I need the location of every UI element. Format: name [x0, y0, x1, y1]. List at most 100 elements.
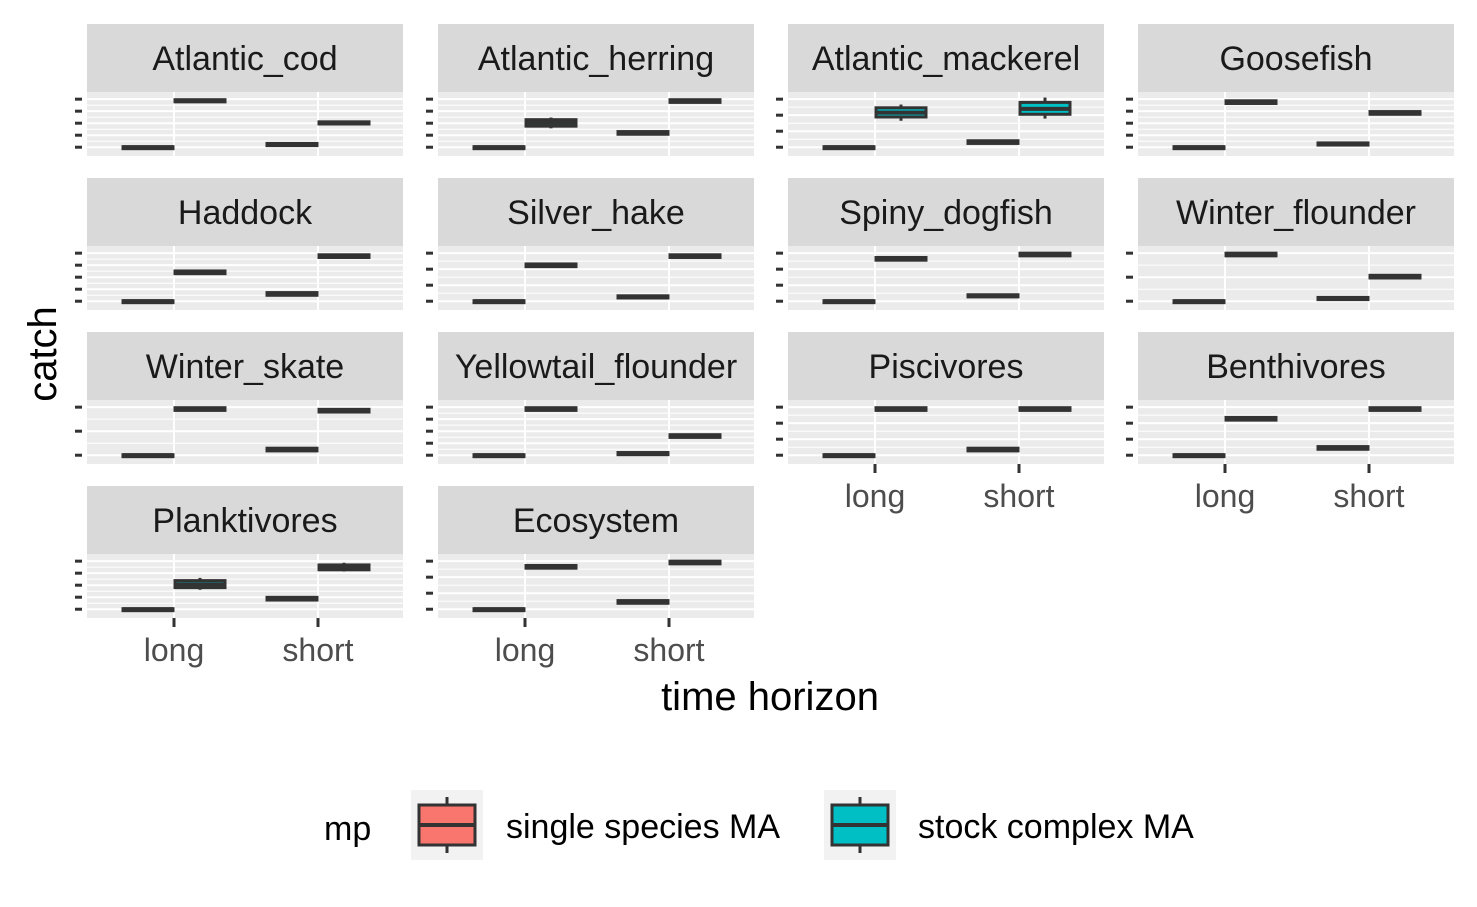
- facet-strip: [438, 332, 754, 400]
- x-tick-label-short: short: [983, 478, 1054, 514]
- box-short-single-species: [616, 451, 670, 457]
- facet-strip-label: Haddock: [178, 194, 313, 232]
- legend-label-single-species: single species MA: [506, 808, 780, 846]
- box-short-single-species: [1316, 295, 1370, 302]
- box-short-stock-complex: [1018, 406, 1072, 412]
- facet-strip: [788, 24, 1104, 92]
- facet-panel: Yellowtail_flounder: [426, 332, 754, 464]
- box-short-single-species: [265, 595, 319, 602]
- box-long-single-species: [121, 145, 175, 151]
- box-short-stock-complex: [668, 433, 722, 439]
- box-short-single-species: [1316, 141, 1370, 147]
- x-tick-label-long: long: [845, 478, 906, 514]
- box-short-single-species: [616, 294, 670, 300]
- facet-strip: [788, 178, 1104, 246]
- facet-strip-label: Planktivores: [152, 502, 337, 540]
- box-short-stock-complex: [317, 562, 371, 572]
- box-long-stock-complex: [874, 406, 928, 412]
- facet-strip: [1138, 332, 1454, 400]
- box-short-stock-complex: [317, 120, 371, 126]
- box-long-single-species: [472, 607, 526, 613]
- box-long-single-species: [472, 453, 526, 459]
- facet-panel: Haddock: [75, 178, 403, 310]
- box-short-stock-complex: [317, 253, 371, 259]
- box-long-single-species: [121, 299, 175, 305]
- facet-strip: [87, 332, 403, 400]
- box-short-single-species: [265, 446, 319, 453]
- box-long-stock-complex: [1224, 415, 1278, 422]
- box-long-stock-complex: [524, 117, 578, 129]
- facet-strip-label: Winter_skate: [146, 348, 344, 386]
- box-long-stock-complex: [173, 406, 227, 412]
- box-short-single-species: [265, 291, 319, 297]
- facet-strip-label: Atlantic_mackerel: [812, 40, 1080, 78]
- facet-strip: [1138, 24, 1454, 92]
- facet-strip: [87, 178, 403, 246]
- box-short-single-species: [265, 141, 319, 148]
- facet-panel: Atlantic_mackerel: [776, 24, 1104, 156]
- box-long-stock-complex: [173, 577, 227, 590]
- facet-panel: Goosefish: [1126, 24, 1454, 156]
- facet-panel: Winter_skate: [75, 332, 403, 464]
- facet-panel: Winter_flounder: [1126, 178, 1454, 310]
- x-tick-label-short: short: [282, 632, 353, 668]
- box-short-single-species: [966, 139, 1020, 145]
- facet-strip: [87, 486, 403, 554]
- facet-panel: Benthivores long short: [1126, 332, 1454, 514]
- box-long-stock-complex: [874, 255, 928, 262]
- legend: mp single species MA stock complex MA: [324, 790, 1194, 860]
- x-tick-label-short: short: [1333, 478, 1404, 514]
- box-short-single-species: [966, 293, 1020, 299]
- box-long-single-species: [472, 145, 526, 151]
- x-tick-label-long: long: [1195, 478, 1256, 514]
- box-long-single-species: [1172, 145, 1226, 151]
- box-long-single-species: [822, 299, 876, 305]
- box-short-single-species: [1316, 445, 1370, 451]
- box-long-single-species: [121, 453, 175, 459]
- box-long-stock-complex: [173, 269, 227, 276]
- box-short-stock-complex: [1368, 406, 1422, 412]
- facet-strip-label: Ecosystem: [513, 502, 679, 540]
- box-short-stock-complex: [668, 253, 722, 259]
- legend-title: mp: [324, 810, 371, 848]
- facet-strip: [438, 486, 754, 554]
- facet-strip: [438, 178, 754, 246]
- box-long-single-species: [1172, 453, 1226, 459]
- box-short-single-species: [966, 446, 1020, 453]
- facet-strip-label: Goosefish: [1219, 40, 1372, 78]
- box-short-stock-complex: [1368, 110, 1422, 116]
- box-short-single-species: [616, 599, 670, 605]
- box-long-stock-complex: [524, 406, 578, 412]
- facet-strip-label: Silver_hake: [507, 194, 685, 232]
- facet-panel: Planktivores long short: [75, 486, 403, 668]
- box-short-stock-complex: [668, 559, 722, 566]
- box-long-stock-complex: [1224, 99, 1278, 105]
- box-long-single-species: [1172, 299, 1226, 305]
- box-short-stock-complex: [1018, 97, 1072, 119]
- box-short-stock-complex: [668, 98, 722, 104]
- facet-strip-label: Atlantic_cod: [152, 40, 337, 78]
- box-long-single-species: [121, 607, 175, 613]
- facet-strip-label: Benthivores: [1206, 348, 1386, 386]
- facet-strip-label: Yellowtail_flounder: [455, 348, 737, 386]
- facet-panel: Ecosystem long short: [426, 486, 754, 668]
- facet-strip-label: Piscivores: [869, 348, 1024, 386]
- facet-strip: [788, 332, 1104, 400]
- facet-strip: [87, 24, 403, 92]
- box-long-stock-complex: [874, 104, 928, 121]
- box-long-single-species: [822, 145, 876, 151]
- box-short-stock-complex: [1018, 251, 1072, 258]
- box-long-stock-complex: [173, 98, 227, 104]
- facet-panel: Piscivores long short: [776, 332, 1104, 514]
- facet-strip-label: Spiny_dogfish: [839, 194, 1053, 232]
- facet-panel: Spiny_dogfish: [776, 178, 1104, 310]
- facet-strip-label: Atlantic_herring: [478, 40, 714, 78]
- facet-panel: Atlantic_herring: [426, 24, 754, 156]
- x-tick-label-short: short: [633, 632, 704, 668]
- box-long-stock-complex: [524, 563, 578, 570]
- box-long-stock-complex: [1224, 251, 1278, 258]
- y-axis-title: catch: [21, 306, 65, 402]
- x-tick-label-long: long: [144, 632, 205, 668]
- box-long-single-species: [472, 299, 526, 305]
